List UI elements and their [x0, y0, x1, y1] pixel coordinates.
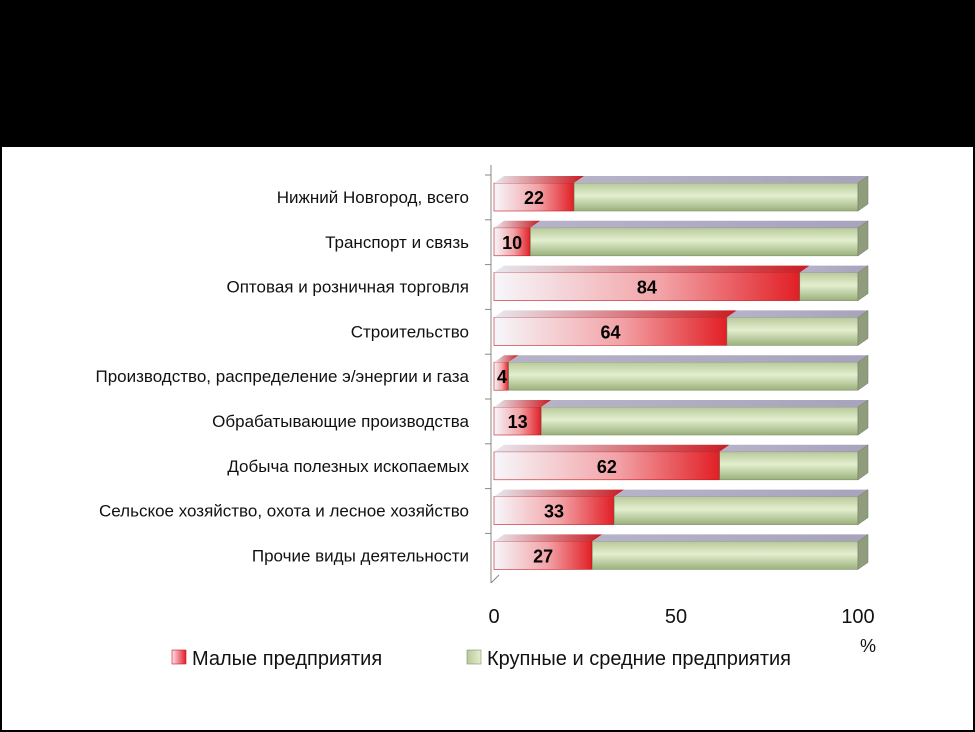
bar-top-large — [799, 265, 868, 273]
bar-small-enterprises — [493, 272, 801, 301]
data-label-small: 62 — [597, 457, 617, 477]
bar-large-medium-enterprises — [508, 361, 859, 391]
bar-top-large — [574, 176, 868, 183]
data-label-small: 33 — [544, 502, 564, 522]
bar-top-small — [494, 489, 625, 497]
category-label: Строительство — [351, 322, 469, 341]
bar-large-medium-enterprises — [573, 182, 859, 212]
data-label-small: 84 — [637, 278, 657, 298]
category-label: Обрабатывающие производства — [212, 412, 469, 431]
bar-top-small — [494, 400, 552, 407]
chart-panel: Нижний Новгород, всего 22 Транспорт и связ… — [2, 147, 973, 730]
bar-top-small — [494, 310, 737, 318]
bar-side-face — [857, 444, 869, 481]
data-label-small: 13 — [508, 412, 528, 432]
category-label: Сельское хозяйство, охота и лесное хозяй… — [99, 502, 469, 521]
bar-top-small — [494, 265, 810, 273]
category-label: Прочие виды деятельности — [252, 546, 469, 565]
bar-small-enterprises — [493, 227, 531, 257]
bar-large-medium-enterprises — [726, 317, 859, 346]
bar-side-face — [857, 265, 869, 302]
bar-small-enterprises — [493, 451, 720, 481]
x-unit-label: % — [860, 636, 876, 656]
bar-side-face — [857, 399, 869, 436]
bar-top-large — [541, 400, 868, 407]
bar-side-face — [857, 175, 869, 212]
bar-small-enterprises — [493, 182, 575, 212]
bar-small-enterprises — [493, 541, 593, 570]
data-label-small: 27 — [533, 546, 553, 566]
bar-top-large — [530, 220, 868, 228]
bar-large-medium-enterprises — [799, 272, 859, 301]
bar-top-large — [726, 310, 868, 318]
bar-large-medium-enterprises — [613, 496, 859, 525]
bar-large-medium-enterprises — [719, 451, 859, 481]
category-label: Оптовая и розничная торговля — [227, 278, 470, 297]
category-label: Производство, распределение э/энергии и … — [95, 367, 469, 386]
bar-large-medium-enterprises — [530, 227, 859, 257]
x-tick-label: 100 — [841, 606, 874, 628]
data-label-small: 22 — [524, 188, 544, 208]
legend-label-large: Крупные и средние предприятия — [487, 648, 791, 670]
legend-swatch-small — [171, 649, 187, 665]
bar-top-large — [508, 355, 868, 363]
data-label-small: 64 — [600, 322, 620, 342]
bar-small-enterprises — [493, 317, 728, 346]
x-tick-label: 50 — [665, 606, 687, 628]
bar-large-medium-enterprises — [591, 541, 859, 570]
bar-top-large — [614, 489, 868, 497]
bar-top-large — [719, 444, 868, 452]
bar-side-face — [857, 220, 869, 257]
bar-side-face — [857, 533, 869, 570]
bar-side-face — [857, 354, 869, 391]
axis-corner-line — [490, 574, 500, 584]
bar-large-medium-enterprises — [541, 406, 859, 436]
stacked-bar-chart: Нижний Новгород, всего 22 Транспорт и связ… — [95, 165, 876, 670]
bar-top-small — [494, 176, 585, 183]
data-label-small: 4 — [497, 367, 507, 387]
category-label: Добыча полезных ископаемых — [227, 457, 469, 476]
bar-top-small — [494, 444, 730, 452]
legend-label-small: Малые предприятия — [192, 648, 382, 670]
bar-top-small — [494, 220, 541, 228]
bar-top-small — [494, 534, 603, 542]
bar-top-large — [592, 534, 868, 542]
legend-swatch-large — [466, 649, 482, 665]
x-tick-label: 0 — [488, 606, 499, 628]
bar-side-face — [857, 489, 869, 526]
bar-small-enterprises — [493, 406, 542, 436]
category-label: Транспорт и связь — [325, 233, 469, 252]
data-label-small: 10 — [502, 233, 522, 253]
bar-top-small — [494, 355, 519, 363]
bar-side-face — [857, 309, 869, 346]
category-label: Нижний Новгород, всего — [277, 188, 469, 207]
